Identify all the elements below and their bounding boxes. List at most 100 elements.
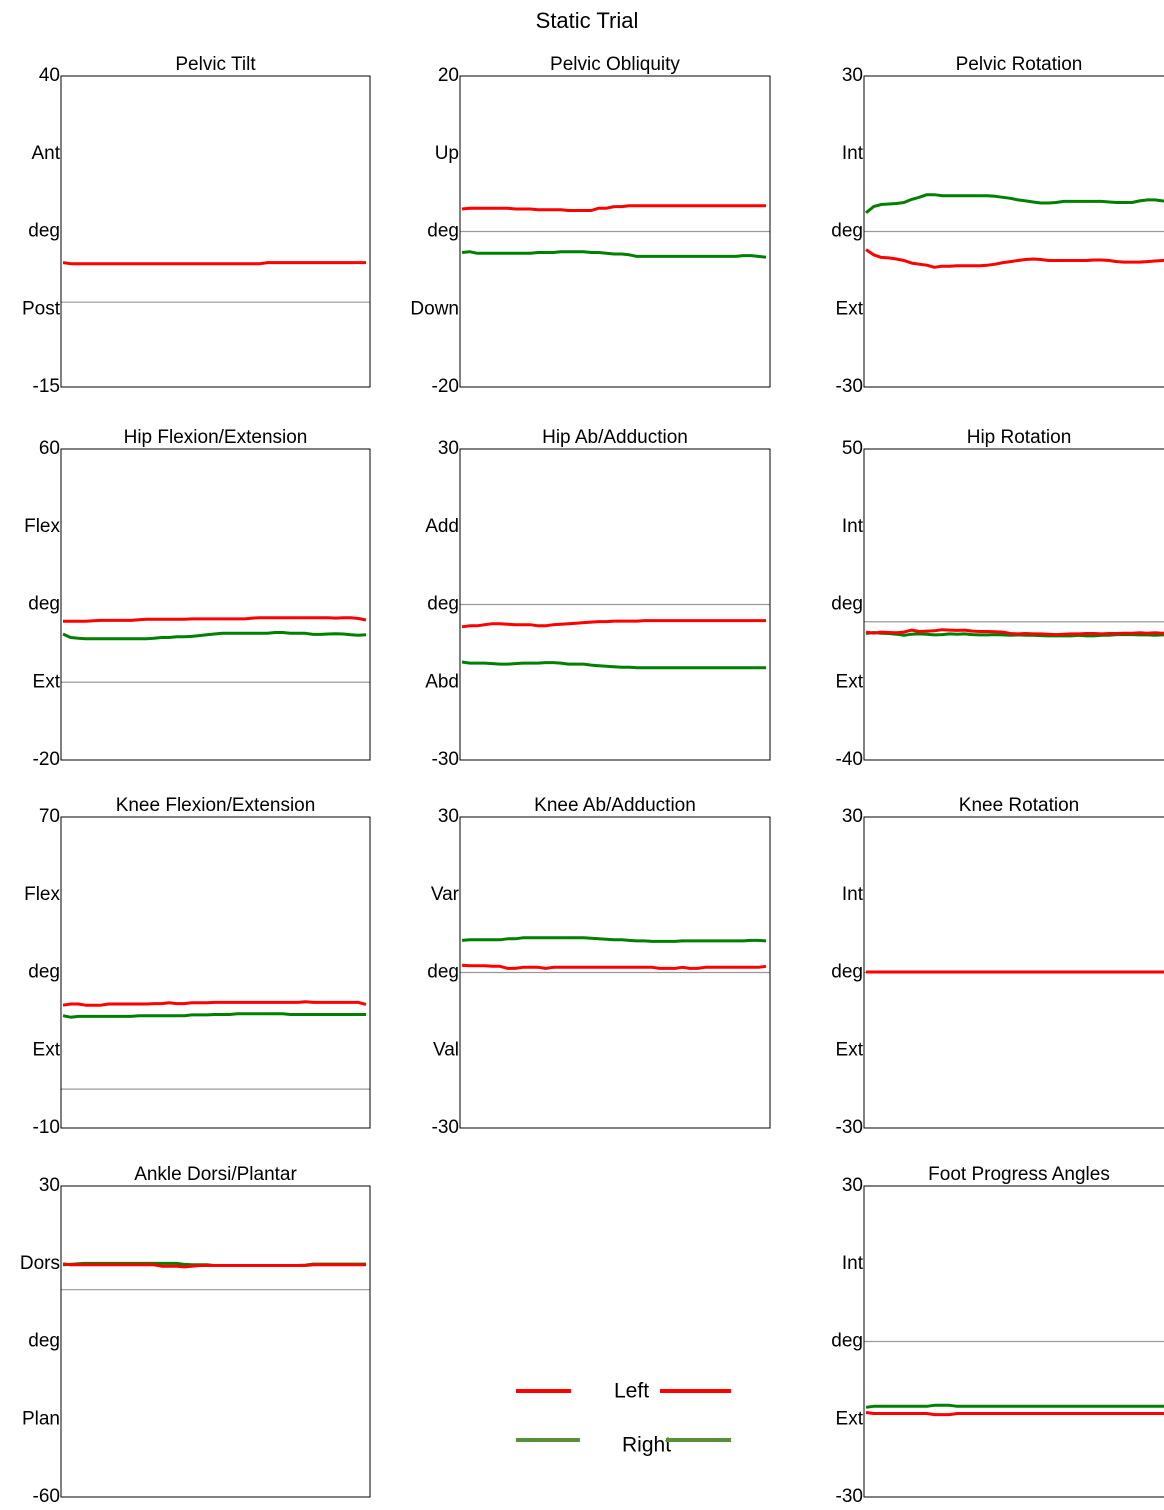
panel-pelvic-obliquity: Pelvic Obliquity 20 Up deg Down -20 [410,54,771,397]
tick-label: Ext [836,1039,864,1060]
plot-frame [863,75,1164,388]
series-line-right [461,250,767,259]
series-line-left [865,1411,1164,1417]
panel-title: Foot Progress Angles [928,1164,1110,1185]
tick-label: 30 [842,1175,863,1196]
tick-label: Int [842,516,864,537]
panel-hip-flexion-extension: Hip Flexion/Extension 60 Flex deg Ext -20 [24,427,371,770]
panel-ankle-dorsi-plantar: Ankle Dorsi/Plantar 30 Dors deg Plan -60 [20,1164,371,1507]
plot-frame [60,816,371,1129]
series-line-left [62,261,366,266]
series-line-right [865,193,1164,214]
tick-label: -20 [432,376,459,397]
tick-label: -60 [33,1486,60,1507]
tick-label: Int [842,143,864,164]
panel-title: Knee Ab/Adduction [534,795,696,816]
tick-label: Ext [836,1408,864,1429]
tick-label: 30 [438,438,459,459]
tick-label: -30 [432,749,459,770]
tick-label: -10 [33,1117,60,1138]
series-line-right [461,936,767,943]
plot-frame [459,75,771,388]
legend-right-label: Right [622,1434,671,1457]
tick-label: -30 [836,1117,863,1138]
series-line-left [461,204,766,212]
page-title: Static Trial [536,8,639,33]
panel-pelvic-rotation: Pelvic Rotation 30 Int deg Ext -30 [831,54,1164,397]
tick-label: Var [431,884,460,905]
panel-pelvic-tilt: Pelvic Tilt 40 Ant deg Post -15 [22,54,371,397]
series-line-left [461,963,767,970]
tick-label: Flex [24,884,60,905]
tick-label: deg [831,594,863,615]
tick-label: Post [22,298,61,319]
tick-label: 20 [438,65,459,86]
tick-label: deg [427,221,459,242]
tick-label: deg [831,1331,863,1352]
plot-frame [863,1185,1164,1498]
tick-label: -30 [432,1117,459,1138]
plot-frame [863,816,1164,1129]
plot-frame [459,448,771,761]
panel-knee-rotation: Knee Rotation 30 Int deg Ext -30 [831,795,1164,1138]
panel-hip-rotation: Hip Rotation 50 Int deg Ext -40 [831,427,1164,770]
panel-title: Pelvic Rotation [956,54,1083,75]
tick-label: 40 [39,65,60,86]
plot-frame [60,448,371,761]
panel-title: Hip Ab/Adduction [542,427,688,448]
tick-label: 30 [438,806,459,827]
series-line-left [62,1262,366,1269]
plot-frame [863,448,1164,761]
tick-label: 70 [39,806,60,827]
panel-title: Pelvic Obliquity [550,54,680,75]
panel-hip-ab-adduction: Hip Ab/Adduction 30 Add deg Abd -30 [425,427,771,770]
series-line-right [865,1403,1164,1409]
tick-label: Ext [33,1039,61,1060]
series-line-left [63,616,367,623]
panel-title: Hip Flexion/Extension [124,427,308,448]
tick-label: -20 [33,749,60,770]
tick-label: deg [831,221,863,242]
tick-label: deg [28,221,60,242]
panel-title: Knee Rotation [959,795,1079,816]
plot-frame [60,75,371,388]
plot-frame [60,1185,371,1498]
panel-title: Knee Flexion/Extension [116,795,316,816]
tick-label: -30 [836,1486,863,1507]
tick-label: -40 [836,749,863,770]
panel-knee-ab-adduction: Knee Ab/Adduction 30 Var deg Val -30 [427,795,771,1138]
series-line-right [62,1012,366,1019]
tick-label: Int [842,884,864,905]
tick-label: 30 [842,806,863,827]
tick-label: deg [28,594,60,615]
tick-label: Ant [31,143,60,164]
plot-frame [459,816,771,1129]
tick-label: deg [427,962,459,983]
panel-title: Pelvic Tilt [175,54,256,75]
series-line-left [865,628,1164,637]
tick-label: Val [433,1039,459,1060]
tick-label: deg [427,594,459,615]
tick-label: Down [410,298,459,319]
series-line-left [62,1000,367,1007]
tick-label: -15 [33,376,60,397]
panel-foot-progress-angles: Foot Progress Angles 30 Int deg Ext -30 [831,1164,1164,1507]
series-line-left [865,248,1164,269]
tick-label: Ext [33,671,61,692]
tick-label: Abd [425,671,459,692]
series-line-right [461,660,766,670]
series-line-right [62,631,367,641]
tick-label: 30 [39,1175,60,1196]
tick-label: 50 [842,438,863,459]
tick-label: Ext [836,298,864,319]
tick-label: deg [831,962,863,983]
tick-label: Ext [836,671,864,692]
panel-title: Ankle Dorsi/Plantar [134,1164,297,1185]
tick-label: Flex [24,516,60,537]
panel-title: Hip Rotation [967,427,1072,448]
tick-label: deg [28,962,60,983]
tick-label: 30 [842,65,863,86]
tick-label: deg [28,1331,60,1352]
panels: Pelvic Tilt 40 Ant deg Post -15 Pelvic Obliqui… [20,54,1164,1507]
